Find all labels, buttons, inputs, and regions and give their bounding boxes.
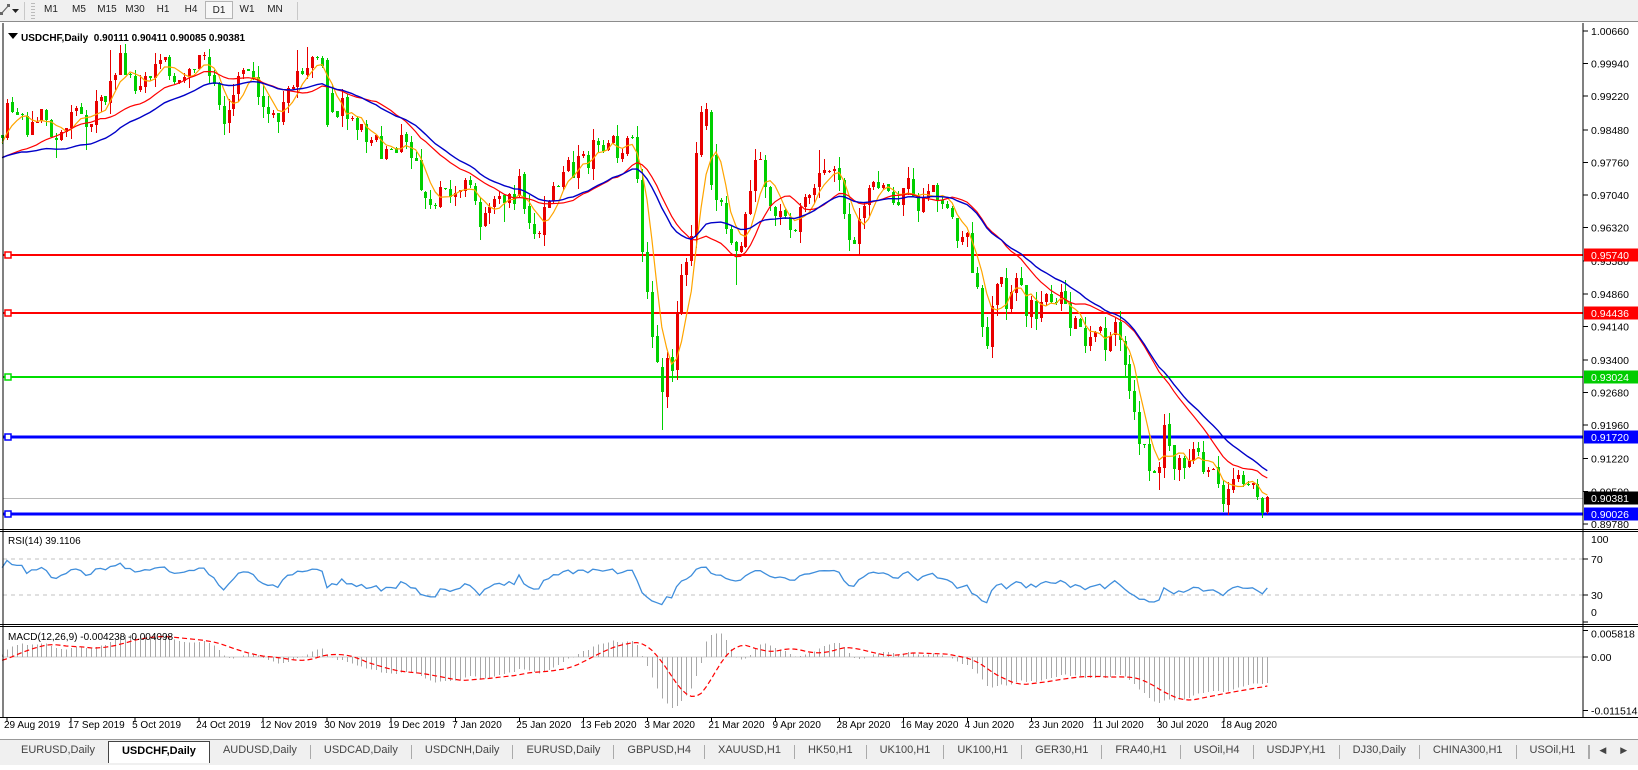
svg-text:0.94140: 0.94140 [1591, 321, 1629, 333]
svg-text:30: 30 [1591, 590, 1603, 602]
svg-text:17 Sep 2019: 17 Sep 2019 [68, 720, 125, 731]
svg-text:0.90026: 0.90026 [1591, 509, 1629, 521]
svg-text:30 Nov 2019: 30 Nov 2019 [324, 720, 381, 731]
svg-text:0.93024: 0.93024 [1591, 372, 1629, 384]
svg-text:100: 100 [1591, 534, 1609, 546]
svg-text:3 Mar 2020: 3 Mar 2020 [644, 720, 695, 731]
svg-text:9 Apr 2020: 9 Apr 2020 [773, 720, 822, 731]
svg-text:0.95740: 0.95740 [1591, 250, 1629, 262]
svg-text:1.00660: 1.00660 [1591, 26, 1629, 38]
svg-text:29 Aug 2019: 29 Aug 2019 [4, 720, 61, 731]
svg-text:0.94436: 0.94436 [1591, 308, 1629, 320]
svg-text:USDCHF,Daily 0.90111 0.90411: USDCHF,Daily 0.90111 0.90411 0.90085 0.9… [21, 33, 246, 44]
svg-text:70: 70 [1591, 554, 1603, 566]
svg-text:MACD(12,26,9) -0.004238 -0.004: MACD(12,26,9) -0.004238 -0.004098 [8, 632, 174, 643]
svg-text:28 Apr 2020: 28 Apr 2020 [837, 720, 891, 731]
svg-text:0.91720: 0.91720 [1591, 432, 1629, 444]
svg-text:0.93400: 0.93400 [1591, 355, 1629, 367]
svg-text:0.96320: 0.96320 [1591, 223, 1629, 235]
svg-text:0.90381: 0.90381 [1591, 493, 1629, 505]
svg-text:0.98480: 0.98480 [1591, 125, 1629, 137]
svg-text:0.92680: 0.92680 [1591, 388, 1629, 400]
svg-text:0.99220: 0.99220 [1591, 91, 1629, 103]
svg-text:0.94860: 0.94860 [1591, 289, 1629, 301]
svg-text:5 Oct 2019: 5 Oct 2019 [132, 720, 181, 731]
svg-text:0.91960: 0.91960 [1591, 420, 1629, 432]
svg-text:0.99940: 0.99940 [1591, 59, 1629, 71]
svg-text:18 Aug 2020: 18 Aug 2020 [1221, 720, 1278, 731]
svg-text:24 Oct 2019: 24 Oct 2019 [196, 720, 251, 731]
svg-text:0.91220: 0.91220 [1591, 454, 1629, 466]
svg-text:0.00: 0.00 [1591, 652, 1612, 664]
svg-text:12 Nov 2019: 12 Nov 2019 [260, 720, 317, 731]
svg-text:7 Jan 2020: 7 Jan 2020 [452, 720, 502, 731]
svg-text:0.97040: 0.97040 [1591, 190, 1629, 202]
svg-text:19 Dec 2019: 19 Dec 2019 [388, 720, 445, 731]
svg-text:0.97760: 0.97760 [1591, 157, 1629, 169]
svg-text:0: 0 [1591, 607, 1597, 619]
svg-text:21 Mar 2020: 21 Mar 2020 [708, 720, 765, 731]
svg-text:13 Feb 2020: 13 Feb 2020 [580, 720, 637, 731]
svg-text:25 Jan 2020: 25 Jan 2020 [516, 720, 571, 731]
svg-text:23 Jun 2020: 23 Jun 2020 [1029, 720, 1084, 731]
svg-text:11 Jul 2020: 11 Jul 2020 [1093, 720, 1144, 731]
svg-text:-0.011514: -0.011514 [1591, 705, 1638, 717]
svg-text:4 Jun 2020: 4 Jun 2020 [965, 720, 1015, 731]
svg-text:RSI(14) 39.1106: RSI(14) 39.1106 [8, 536, 81, 547]
svg-text:30 Jul 2020: 30 Jul 2020 [1157, 720, 1209, 731]
svg-text:0.005818: 0.005818 [1591, 629, 1635, 641]
svg-text:16 May 2020: 16 May 2020 [901, 720, 959, 731]
